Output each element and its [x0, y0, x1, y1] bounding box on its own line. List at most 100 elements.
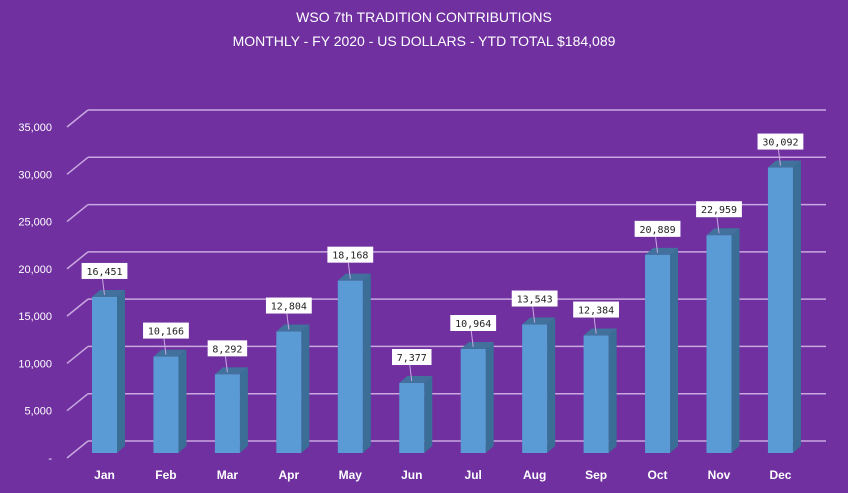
x-tick-label: Jan: [94, 468, 115, 482]
data-label-leader: [347, 262, 351, 279]
y-tick-label: 10,000: [18, 358, 52, 370]
data-label: 16,451: [86, 267, 122, 278]
x-tick-label: Dec: [769, 468, 791, 482]
y-tick-label: 5,000: [24, 406, 52, 418]
gridline-diagonal: [66, 203, 89, 223]
bar: [214, 374, 240, 453]
bar-top: [337, 273, 371, 281]
bar-side: [608, 328, 617, 453]
bar-side: [178, 349, 187, 453]
bar: [153, 356, 179, 453]
bar: [645, 254, 671, 453]
data-label-box: [81, 262, 128, 279]
bar: [337, 280, 363, 453]
bar-side: [670, 247, 679, 453]
bar: [92, 296, 117, 453]
bar-top: [153, 349, 187, 357]
x-tick-label: Aug: [523, 468, 546, 482]
x-tick-label: Nov: [708, 468, 731, 482]
data-label: 20,889: [639, 225, 675, 236]
bar-side: [239, 367, 248, 453]
y-tick-label: 30,000: [18, 169, 52, 181]
data-label-leader: [532, 306, 536, 323]
y-tick-label: -: [48, 453, 52, 465]
bar-side: [731, 228, 740, 453]
data-label-leader: [777, 149, 781, 166]
data-label-box: [573, 301, 619, 318]
data-label-leader: [286, 313, 290, 330]
bar-top: [460, 341, 494, 349]
bar-top: [399, 376, 433, 384]
bar-top: [522, 317, 556, 325]
bar: [276, 331, 302, 453]
x-tick-label: Apr: [279, 468, 300, 482]
gridline-diagonal: [66, 298, 89, 317]
data-label: 18,168: [332, 251, 368, 262]
bar-side: [117, 289, 125, 453]
data-label: 30,092: [762, 138, 798, 149]
bar: [460, 348, 486, 453]
bar-top: [583, 328, 617, 336]
data-label: 13,543: [517, 295, 553, 306]
data-label-box: [757, 133, 804, 150]
bar-side: [301, 324, 310, 453]
data-label-leader: [163, 338, 167, 355]
data-label: 12,804: [271, 302, 307, 313]
bar-top: [276, 324, 310, 332]
data-label-leader: [593, 317, 597, 334]
chart-title: WSO 7th TRADITION CONTRIBUTIONS: [296, 9, 552, 25]
data-label: 12,384: [578, 306, 614, 317]
bar-side: [424, 376, 433, 453]
bar: [706, 235, 732, 453]
y-tick-label: 25,000: [18, 217, 52, 229]
gridline-diagonal: [66, 109, 89, 128]
bar-top: [767, 160, 801, 168]
bar-side: [547, 317, 556, 453]
gridline-diagonal: [66, 393, 89, 412]
data-label: 10,166: [148, 327, 184, 338]
x-tick-label: Oct: [648, 468, 668, 482]
y-tick-label: 20,000: [18, 264, 52, 276]
data-label-box: [634, 220, 681, 237]
bar-side: [485, 341, 494, 453]
data-label-box: [327, 246, 374, 263]
gridline-diagonal: [66, 251, 89, 270]
data-label-leader: [655, 236, 659, 253]
data-label: 22,959: [701, 205, 737, 216]
bar: [522, 324, 548, 453]
bar-top: [92, 289, 125, 297]
data-label-box: [265, 297, 312, 314]
bar-side: [362, 273, 371, 453]
data-label-leader: [409, 364, 413, 382]
data-label-box: [511, 290, 558, 307]
data-label-box: [143, 322, 189, 339]
bar: [583, 335, 609, 453]
data-label: 10,964: [455, 319, 491, 330]
data-label-leader: [716, 217, 720, 234]
gridline-diagonal: [66, 440, 89, 459]
data-label: 8,292: [212, 344, 242, 355]
y-tick-label: 15,000: [18, 311, 52, 323]
x-tick-label: Feb: [155, 468, 176, 482]
data-label: 7,377: [397, 353, 427, 364]
data-label-box: [207, 340, 248, 357]
data-label-box: [450, 314, 497, 331]
gridline-diagonal: [66, 345, 89, 365]
chart-subtitle: MONTHLY - FY 2020 - US DOLLARS - YTD TOT…: [232, 33, 616, 49]
data-label-leader: [470, 330, 474, 348]
data-label-box: [392, 349, 432, 366]
bar-side: [792, 160, 801, 453]
data-label-box: [696, 201, 742, 218]
data-label-leader: [224, 356, 228, 373]
bar: [399, 383, 425, 453]
bar-top: [214, 367, 248, 375]
data-label-leader: [102, 278, 105, 296]
x-tick-label: Jun: [401, 468, 422, 482]
x-tick-label: Sep: [585, 468, 607, 482]
x-tick-label: May: [339, 468, 363, 482]
gridline-diagonal: [66, 156, 89, 175]
x-tick-label: Jul: [465, 468, 482, 482]
bar-top: [645, 247, 679, 255]
